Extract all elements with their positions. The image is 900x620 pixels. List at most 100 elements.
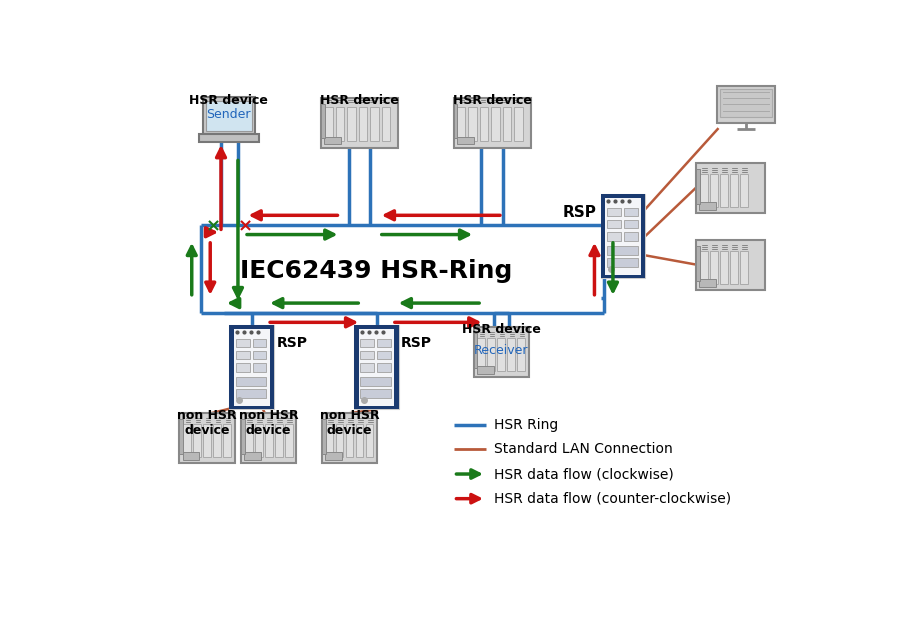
Text: ×: × [206, 217, 220, 235]
Bar [377, 339, 392, 347]
Bar [236, 351, 249, 360]
Bar [641, 193, 645, 278]
Bar [230, 325, 234, 409]
Bar [699, 202, 716, 210]
Text: non HSR
device: non HSR device [238, 409, 299, 437]
Bar [468, 107, 477, 141]
Text: HSR data flow (clockwise): HSR data flow (clockwise) [493, 467, 673, 481]
Bar [473, 333, 477, 368]
Bar [359, 107, 367, 141]
Bar [730, 174, 738, 207]
Bar [322, 419, 326, 454]
Bar [321, 97, 398, 148]
Bar [696, 246, 700, 281]
Text: HSR device: HSR device [462, 323, 541, 336]
Bar [203, 424, 211, 457]
Bar [355, 325, 359, 409]
Bar [491, 107, 500, 141]
Bar [720, 174, 728, 207]
Bar [600, 193, 645, 198]
Bar [324, 137, 341, 144]
Bar [454, 104, 457, 138]
Bar [740, 174, 748, 207]
Text: HSR device: HSR device [320, 94, 399, 107]
Bar [696, 169, 700, 204]
Text: non HSR
device: non HSR device [320, 409, 380, 437]
Bar [477, 338, 485, 371]
Bar [717, 86, 775, 123]
Bar [394, 325, 399, 409]
Bar [360, 377, 392, 386]
Bar [607, 258, 637, 267]
Text: RSP: RSP [401, 336, 432, 350]
Bar [183, 453, 200, 460]
Bar [285, 424, 292, 457]
Bar [202, 97, 255, 135]
Bar [700, 174, 707, 207]
Bar [696, 163, 765, 213]
Text: IEC62439 HSR-Ring: IEC62439 HSR-Ring [240, 259, 513, 283]
Bar [600, 275, 645, 278]
Bar [179, 419, 184, 454]
Bar [607, 220, 621, 228]
Bar [255, 424, 263, 457]
Text: Standard LAN Connection: Standard LAN Connection [493, 443, 672, 456]
Bar [454, 97, 531, 148]
Bar [199, 135, 258, 142]
Bar [624, 232, 637, 241]
Bar [624, 220, 637, 228]
Bar [624, 208, 637, 216]
Bar [498, 338, 505, 371]
Text: ×: × [238, 217, 253, 235]
Bar [213, 424, 221, 457]
Bar [324, 107, 333, 141]
Text: HSR Ring: HSR Ring [493, 418, 558, 432]
Bar [607, 246, 637, 255]
Text: HSR device: HSR device [189, 94, 268, 107]
Text: Sender: Sender [206, 108, 251, 121]
Bar [325, 453, 342, 460]
Bar [700, 250, 707, 284]
Bar [518, 338, 526, 371]
Bar [223, 424, 231, 457]
Bar [244, 453, 261, 460]
Text: RSP: RSP [276, 336, 308, 350]
Bar [253, 339, 266, 347]
Bar [710, 174, 717, 207]
Bar [347, 107, 356, 141]
Bar [355, 325, 399, 329]
Bar [377, 351, 392, 360]
Bar [508, 338, 515, 371]
Bar [245, 424, 253, 457]
Bar [205, 100, 252, 131]
Bar [230, 325, 274, 409]
Bar [253, 363, 266, 371]
Bar [607, 208, 621, 216]
Bar [326, 424, 333, 457]
Text: HSR device: HSR device [453, 94, 532, 107]
Bar [355, 325, 399, 409]
Bar [456, 137, 473, 144]
Bar [265, 424, 273, 457]
Bar [336, 107, 344, 141]
Bar [473, 327, 529, 377]
Bar [360, 389, 392, 398]
Bar [696, 240, 765, 290]
Bar [382, 107, 391, 141]
Bar [236, 363, 249, 371]
Bar [503, 107, 511, 141]
Text: HSR data flow (counter-clockwise): HSR data flow (counter-clockwise) [493, 492, 731, 506]
Bar [346, 424, 354, 457]
Bar [720, 250, 728, 284]
Bar [360, 351, 374, 360]
Bar [600, 193, 645, 278]
Bar [710, 250, 717, 284]
Text: non HSR
device: non HSR device [177, 409, 237, 437]
Bar [336, 424, 344, 457]
Bar [194, 424, 201, 457]
Bar [356, 424, 364, 457]
Bar [477, 366, 493, 374]
Bar [730, 250, 738, 284]
Bar [179, 413, 235, 463]
Bar [360, 339, 374, 347]
